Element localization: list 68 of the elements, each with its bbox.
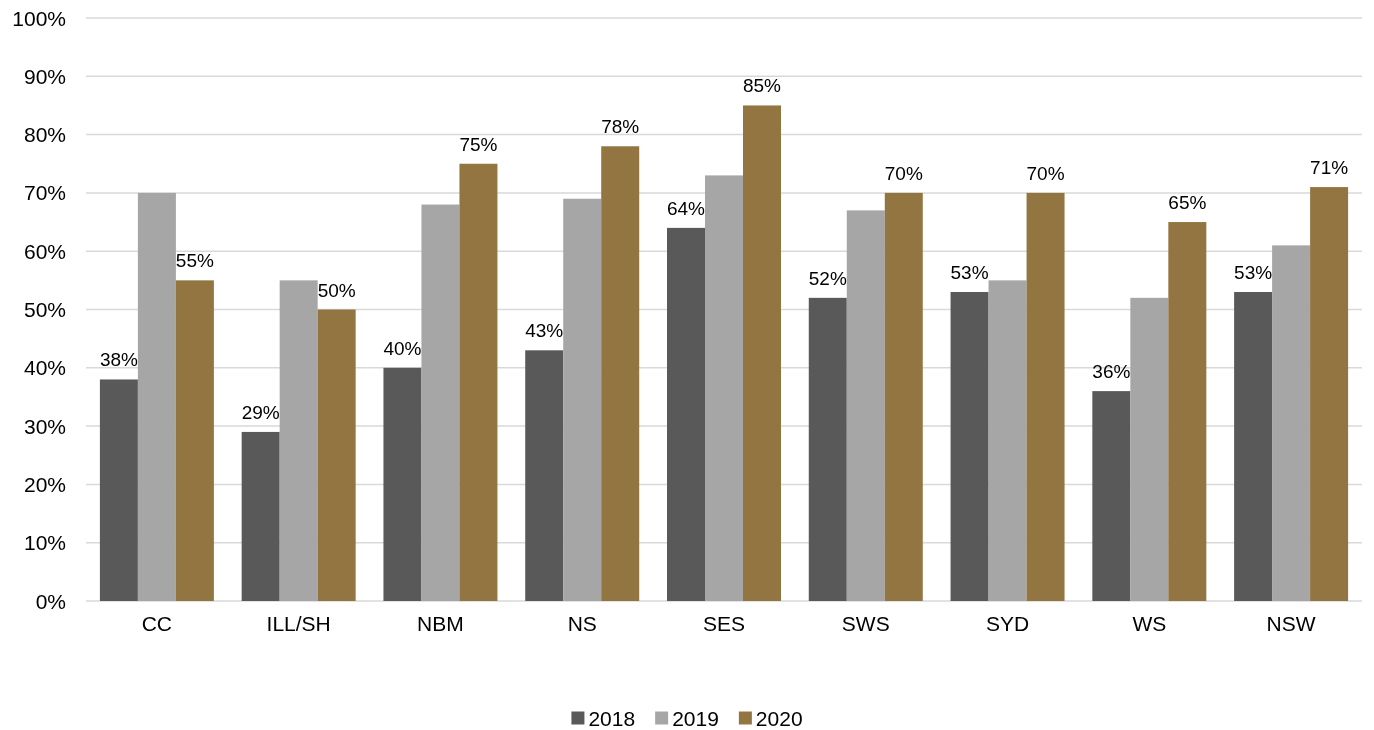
bar bbox=[1234, 292, 1273, 601]
bar bbox=[601, 146, 640, 601]
x-tick-label: SWS bbox=[841, 612, 890, 635]
bar bbox=[563, 198, 602, 601]
bar bbox=[279, 280, 318, 601]
data-label: 53% bbox=[950, 262, 989, 284]
x-tick-label: NBM bbox=[417, 612, 464, 635]
y-tick-label: 100% bbox=[12, 6, 66, 30]
bar bbox=[383, 367, 422, 601]
y-tick-label: 50% bbox=[23, 298, 66, 321]
bar bbox=[1026, 192, 1065, 601]
data-label: 70% bbox=[884, 162, 923, 184]
bar bbox=[988, 280, 1027, 601]
bar bbox=[743, 105, 781, 601]
y-tick-label: 10% bbox=[23, 531, 66, 555]
bar bbox=[317, 309, 356, 601]
data-label: 64% bbox=[666, 197, 706, 219]
bar bbox=[137, 192, 176, 601]
x-tick-label: WS bbox=[1132, 612, 1167, 635]
x-tick-label: CC bbox=[141, 612, 173, 635]
y-tick-label: 30% bbox=[23, 414, 66, 438]
bar bbox=[1130, 297, 1169, 601]
y-tick-label: 90% bbox=[23, 64, 66, 88]
y-tick-label: 60% bbox=[23, 239, 66, 263]
data-label: 55% bbox=[175, 250, 214, 272]
legend-label: 2018 bbox=[588, 706, 636, 730]
bar bbox=[1168, 222, 1207, 601]
data-label: 50% bbox=[317, 279, 356, 301]
y-tick-label: 0% bbox=[35, 589, 66, 613]
data-label: 36% bbox=[1092, 361, 1131, 383]
data-label: 70% bbox=[1026, 162, 1065, 184]
bar bbox=[1310, 187, 1349, 601]
bar bbox=[99, 379, 138, 601]
data-label: 65% bbox=[1168, 192, 1207, 214]
x-tick-label: NS bbox=[567, 612, 597, 635]
data-label: 85% bbox=[742, 75, 782, 97]
legend-label: 2019 bbox=[672, 706, 719, 730]
data-label: 38% bbox=[99, 349, 139, 371]
data-label: 43% bbox=[525, 320, 564, 342]
x-tick-label: NSW bbox=[1266, 612, 1316, 635]
y-tick-label: 20% bbox=[23, 472, 66, 496]
bar bbox=[884, 192, 923, 601]
data-label: 29% bbox=[241, 401, 280, 423]
legend-label: 2020 bbox=[755, 706, 803, 730]
x-tick-label: SES bbox=[702, 612, 746, 635]
bar bbox=[667, 227, 705, 601]
bar bbox=[175, 280, 214, 601]
data-label: 52% bbox=[808, 267, 847, 289]
bar bbox=[1092, 391, 1131, 601]
data-label: 53% bbox=[1234, 262, 1273, 284]
bar bbox=[705, 175, 743, 601]
data-label: 71% bbox=[1310, 157, 1349, 179]
y-tick-label: 40% bbox=[23, 356, 66, 380]
bar bbox=[421, 204, 460, 601]
y-tick-label: 70% bbox=[23, 181, 66, 205]
bar bbox=[1272, 245, 1311, 601]
data-label: 78% bbox=[601, 116, 640, 138]
bar bbox=[846, 210, 885, 601]
bar bbox=[241, 431, 280, 601]
data-label: 40% bbox=[383, 337, 422, 359]
data-label: 75% bbox=[459, 133, 498, 155]
bar bbox=[808, 297, 847, 601]
y-tick-label: 80% bbox=[23, 123, 66, 147]
bar bbox=[950, 292, 989, 601]
bar bbox=[525, 350, 564, 601]
x-tick-label: SYD bbox=[985, 612, 1030, 635]
bar bbox=[459, 163, 498, 601]
x-tick-label: ILL/SH bbox=[266, 612, 331, 635]
